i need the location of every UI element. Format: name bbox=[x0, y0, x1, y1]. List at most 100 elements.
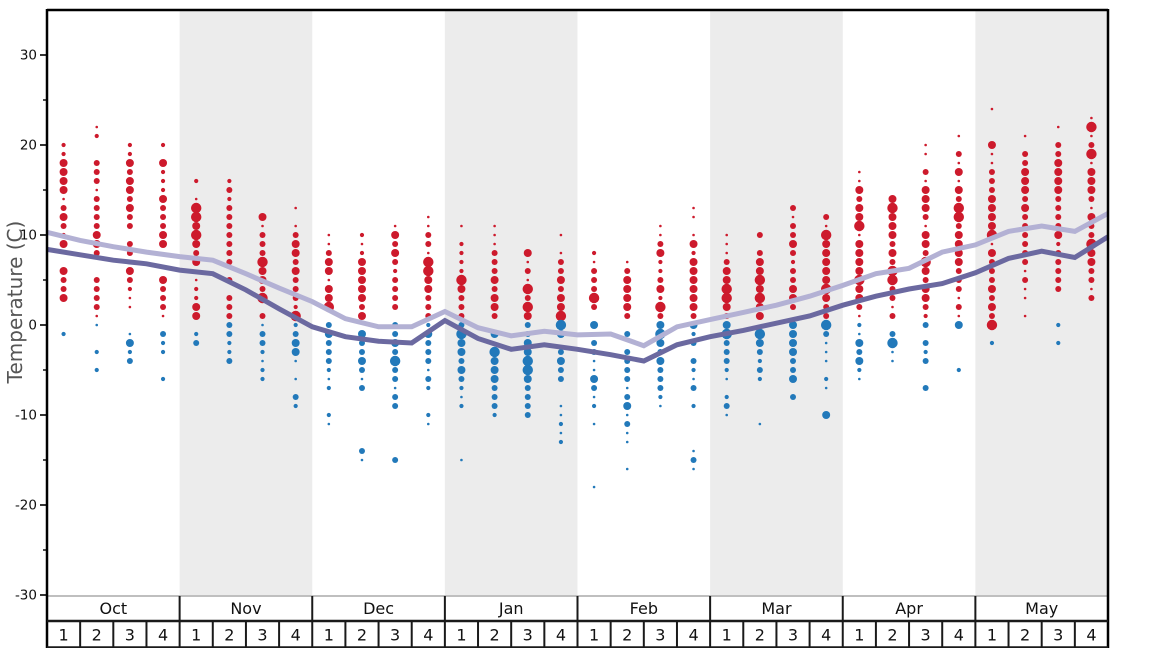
warm-data-point bbox=[357, 312, 366, 320]
warm-data-point bbox=[1055, 196, 1062, 202]
warm-data-point bbox=[426, 215, 430, 219]
warm-data-point bbox=[357, 258, 366, 266]
warm-data-point bbox=[292, 232, 299, 238]
warm-data-point bbox=[127, 151, 132, 157]
month-label: Jan bbox=[498, 599, 524, 618]
cold-data-point bbox=[891, 350, 894, 354]
warm-data-point bbox=[1054, 186, 1063, 194]
warm-data-point bbox=[591, 277, 598, 283]
warm-data-point bbox=[790, 205, 797, 211]
month-label: Oct bbox=[99, 599, 127, 618]
warm-data-point bbox=[889, 241, 896, 247]
warm-data-point bbox=[291, 267, 300, 275]
cold-data-point bbox=[623, 402, 632, 410]
warm-data-point bbox=[855, 240, 864, 248]
cold-data-point bbox=[95, 323, 99, 327]
cold-data-point bbox=[557, 349, 564, 355]
warm-data-point bbox=[292, 286, 299, 292]
cold-data-point bbox=[725, 377, 729, 381]
warm-data-point bbox=[226, 304, 233, 310]
warm-data-point bbox=[755, 267, 764, 275]
warm-data-point bbox=[659, 224, 662, 228]
cold-data-point bbox=[922, 358, 929, 364]
warm-data-point bbox=[988, 268, 995, 274]
month-band-may bbox=[975, 10, 1108, 595]
cold-data-point bbox=[392, 331, 399, 337]
cold-data-point bbox=[789, 375, 798, 383]
warm-data-point bbox=[294, 206, 297, 210]
warm-data-point bbox=[655, 301, 666, 313]
warm-data-point bbox=[954, 231, 963, 239]
warm-data-point bbox=[391, 249, 400, 257]
warm-data-point bbox=[921, 231, 930, 239]
warm-data-point bbox=[226, 223, 233, 229]
warm-data-point bbox=[93, 178, 100, 184]
warm-data-point bbox=[921, 195, 930, 203]
warm-data-point bbox=[524, 268, 531, 274]
cold-data-point bbox=[522, 355, 533, 367]
cold-data-point bbox=[624, 421, 631, 427]
week-label: 3 bbox=[921, 626, 931, 645]
warm-data-point bbox=[559, 251, 563, 255]
month-label: Nov bbox=[230, 599, 261, 618]
warm-data-point bbox=[392, 277, 399, 283]
warm-data-point bbox=[1090, 116, 1093, 120]
warm-data-point bbox=[226, 214, 233, 220]
cold-data-point bbox=[524, 394, 531, 400]
cold-data-point bbox=[659, 404, 662, 408]
warm-data-point bbox=[425, 232, 432, 238]
warm-data-point bbox=[955, 304, 962, 310]
cold-data-point bbox=[291, 348, 300, 356]
warm-data-point bbox=[491, 313, 498, 319]
warm-data-point bbox=[592, 260, 596, 264]
warm-data-point bbox=[921, 186, 930, 194]
warm-data-point bbox=[160, 304, 167, 310]
week-label: 1 bbox=[722, 626, 732, 645]
warm-data-point bbox=[1090, 134, 1093, 138]
warm-data-point bbox=[1055, 259, 1062, 265]
warm-data-point bbox=[1054, 168, 1063, 176]
warm-data-point bbox=[259, 250, 266, 256]
cold-data-point bbox=[656, 357, 665, 365]
week-label: 4 bbox=[158, 626, 168, 645]
warm-data-point bbox=[988, 277, 995, 283]
month-band-nov bbox=[179, 10, 313, 595]
week-label: 1 bbox=[58, 626, 68, 645]
warm-data-point bbox=[955, 223, 962, 229]
warm-data-point bbox=[126, 214, 133, 220]
cold-data-point bbox=[426, 422, 430, 426]
cold-data-point bbox=[260, 367, 265, 373]
warm-data-point bbox=[458, 295, 465, 301]
warm-data-point bbox=[1088, 232, 1095, 238]
cold-data-point bbox=[327, 422, 331, 426]
cold-data-point bbox=[389, 355, 401, 367]
cold-data-point bbox=[857, 322, 862, 328]
warm-data-point bbox=[988, 187, 995, 193]
warm-data-point bbox=[360, 242, 364, 246]
cold-data-point bbox=[227, 349, 232, 355]
cold-data-point bbox=[591, 403, 597, 409]
cold-data-point bbox=[824, 341, 828, 345]
warm-data-point bbox=[1054, 159, 1063, 167]
warm-data-point bbox=[824, 224, 828, 228]
cold-data-point bbox=[656, 339, 665, 347]
cold-data-point bbox=[523, 375, 532, 383]
warm-data-point bbox=[955, 196, 962, 202]
warm-data-point bbox=[990, 107, 994, 111]
week-label: 2 bbox=[92, 626, 102, 645]
warm-data-point bbox=[194, 278, 198, 282]
warm-data-point bbox=[327, 242, 331, 246]
warm-data-point bbox=[523, 249, 532, 257]
warm-data-point bbox=[957, 161, 961, 165]
warm-data-point bbox=[524, 295, 531, 301]
cold-data-point bbox=[656, 321, 665, 329]
cold-data-point bbox=[692, 449, 695, 453]
cold-data-point bbox=[327, 377, 331, 381]
cold-data-point bbox=[523, 348, 532, 356]
warm-data-point bbox=[93, 205, 100, 211]
cold-data-point bbox=[789, 348, 798, 356]
warm-data-point bbox=[94, 133, 99, 139]
warm-data-point bbox=[987, 303, 996, 311]
warm-data-point bbox=[491, 286, 498, 292]
warm-data-point bbox=[194, 197, 198, 201]
